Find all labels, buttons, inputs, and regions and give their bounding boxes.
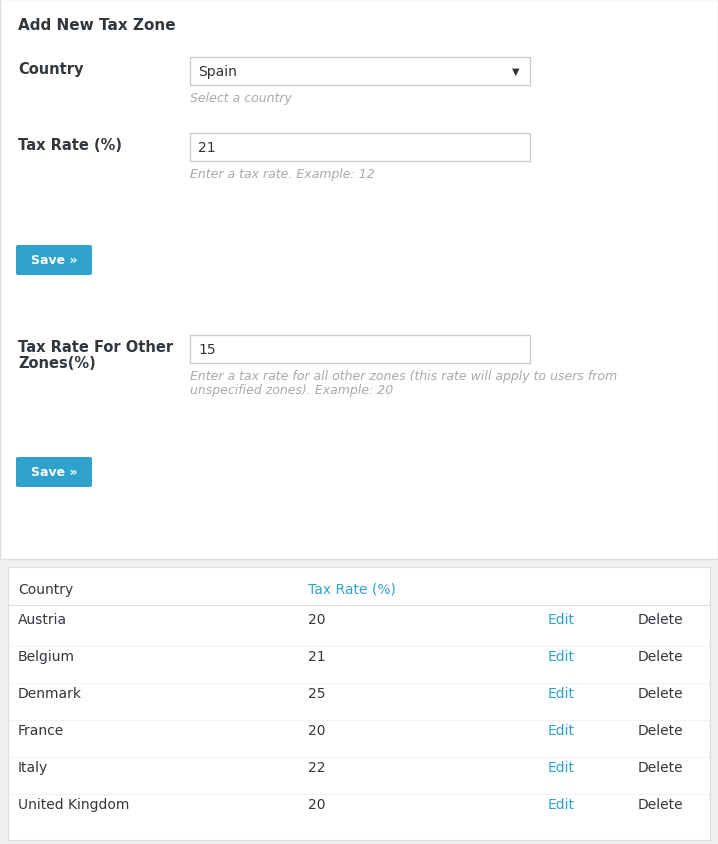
Bar xyxy=(0,0,718,560)
Text: Edit: Edit xyxy=(548,797,575,811)
Text: United Kingdom: United Kingdom xyxy=(18,797,129,811)
Text: 15: 15 xyxy=(198,343,215,356)
Text: Delete: Delete xyxy=(638,797,684,811)
Text: Tax Rate (%): Tax Rate (%) xyxy=(18,138,122,153)
FancyBboxPatch shape xyxy=(16,457,92,488)
Text: 20: 20 xyxy=(308,612,325,626)
Text: Delete: Delete xyxy=(638,649,684,663)
Bar xyxy=(8,567,710,840)
Text: Country: Country xyxy=(18,582,73,597)
Text: Delete: Delete xyxy=(638,723,684,737)
Text: 20: 20 xyxy=(308,723,325,737)
Text: 20: 20 xyxy=(308,797,325,811)
Text: Delete: Delete xyxy=(638,686,684,701)
Text: Edit: Edit xyxy=(548,686,575,701)
Text: Italy: Italy xyxy=(18,760,48,774)
Text: Edit: Edit xyxy=(548,760,575,774)
Text: Country: Country xyxy=(18,62,83,77)
Text: Save »: Save » xyxy=(31,466,78,479)
Text: France: France xyxy=(18,723,64,737)
FancyBboxPatch shape xyxy=(16,246,92,276)
Text: 21: 21 xyxy=(198,141,215,154)
Text: Zones(%): Zones(%) xyxy=(18,355,95,371)
Text: Edit: Edit xyxy=(548,649,575,663)
Text: Enter a tax rate for all other zones (this rate will apply to users from: Enter a tax rate for all other zones (th… xyxy=(190,370,617,382)
Text: ▼: ▼ xyxy=(512,67,520,77)
Text: 25: 25 xyxy=(308,686,325,701)
Bar xyxy=(0,0,718,560)
Text: Denmark: Denmark xyxy=(18,686,82,701)
Text: Delete: Delete xyxy=(638,760,684,774)
Text: 22: 22 xyxy=(308,760,325,774)
Bar xyxy=(190,134,530,162)
Text: Tax Rate (%): Tax Rate (%) xyxy=(308,582,396,597)
Text: Belgium: Belgium xyxy=(18,649,75,663)
Text: 21: 21 xyxy=(308,649,326,663)
Text: Tax Rate For Other: Tax Rate For Other xyxy=(18,339,173,354)
Text: Spain: Spain xyxy=(198,65,237,78)
Text: Edit: Edit xyxy=(548,612,575,626)
Text: Austria: Austria xyxy=(18,612,67,626)
Text: Save »: Save » xyxy=(31,254,78,268)
Text: Select a country: Select a country xyxy=(190,92,292,105)
Text: unspecified zones). Example: 20: unspecified zones). Example: 20 xyxy=(190,383,393,397)
Bar xyxy=(190,58,530,86)
Bar xyxy=(190,336,530,364)
Text: Enter a tax rate. Example: 12: Enter a tax rate. Example: 12 xyxy=(190,168,375,181)
Text: Delete: Delete xyxy=(638,612,684,626)
Text: Add New Tax Zone: Add New Tax Zone xyxy=(18,18,176,33)
Text: Edit: Edit xyxy=(548,723,575,737)
